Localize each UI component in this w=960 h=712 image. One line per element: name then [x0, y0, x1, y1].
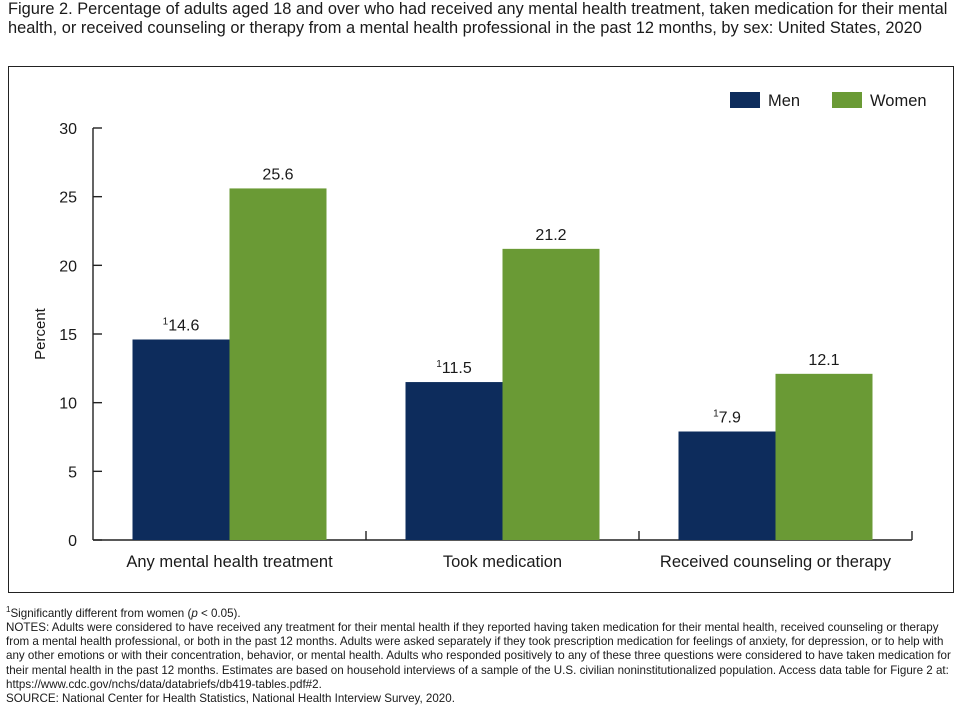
data-label: 12.1	[808, 352, 839, 369]
notes-text: NOTES: Adults were considered to have re…	[6, 621, 951, 691]
data-value: 14.6	[168, 317, 199, 334]
figure-notes: 1Significantly different from women (p <…	[6, 603, 956, 706]
bars	[132, 188, 873, 540]
y-tick-label: 10	[59, 396, 77, 413]
footnote-p: p	[191, 606, 198, 620]
footnote-marker: 1	[713, 409, 719, 420]
x-category-label: Took medication	[443, 553, 562, 571]
data-label: 17.9	[713, 409, 741, 427]
data-value: 11.5	[442, 360, 472, 377]
data-label: 25.6	[262, 166, 293, 183]
bar-men	[132, 339, 230, 540]
legend-swatch-men	[730, 92, 760, 108]
chart-frame	[8, 66, 954, 593]
y-tick-label: 0	[68, 533, 77, 550]
data-value: 7.9	[719, 410, 741, 427]
figure-title: Figure 2. Percentage of adults aged 18 a…	[8, 0, 948, 37]
data-label: 114.6	[163, 316, 200, 334]
bar-chart: 0 5 10 15 20 25 30 Percent Any mental health tre…	[32, 92, 927, 571]
y-axis-title: Percent	[32, 307, 49, 360]
y-tick-label: 15	[59, 327, 77, 344]
footnote-marker: 1	[6, 605, 11, 614]
footnote-line: 1Significantly different from women (p <…	[6, 603, 956, 621]
y-tick-label: 25	[59, 190, 77, 207]
source-text: SOURCE: National Center for Health Stati…	[6, 692, 455, 706]
y-tick-label: 5	[68, 464, 77, 481]
legend-label-men: Men	[768, 92, 800, 110]
y-tick-label: 30	[59, 121, 77, 138]
bar-women	[502, 248, 600, 540]
data-label: 21.2	[535, 227, 566, 244]
x-category-label: Any mental health treatment	[126, 553, 333, 571]
x-category-label: Received counseling or therapy	[660, 553, 892, 571]
legend-label-women: Women	[870, 92, 927, 110]
legend-swatch-women	[832, 92, 862, 108]
axes: 0 5 10 15 20 25 30 Percent Any mental health tre…	[32, 121, 913, 571]
bar-women	[775, 373, 873, 540]
bar-men	[678, 431, 776, 540]
y-tick-label: 20	[59, 258, 77, 275]
footnote-marker: 1	[436, 359, 442, 370]
data-label: 111.5	[436, 359, 472, 377]
bar-women	[229, 188, 327, 540]
footnote-text-before: Significantly different from women (	[10, 606, 192, 620]
bar-men	[405, 382, 503, 540]
footnote-text-after: < 0.05).	[197, 606, 241, 620]
legend: Men Women	[730, 92, 927, 110]
footnote-marker: 1	[163, 316, 169, 327]
